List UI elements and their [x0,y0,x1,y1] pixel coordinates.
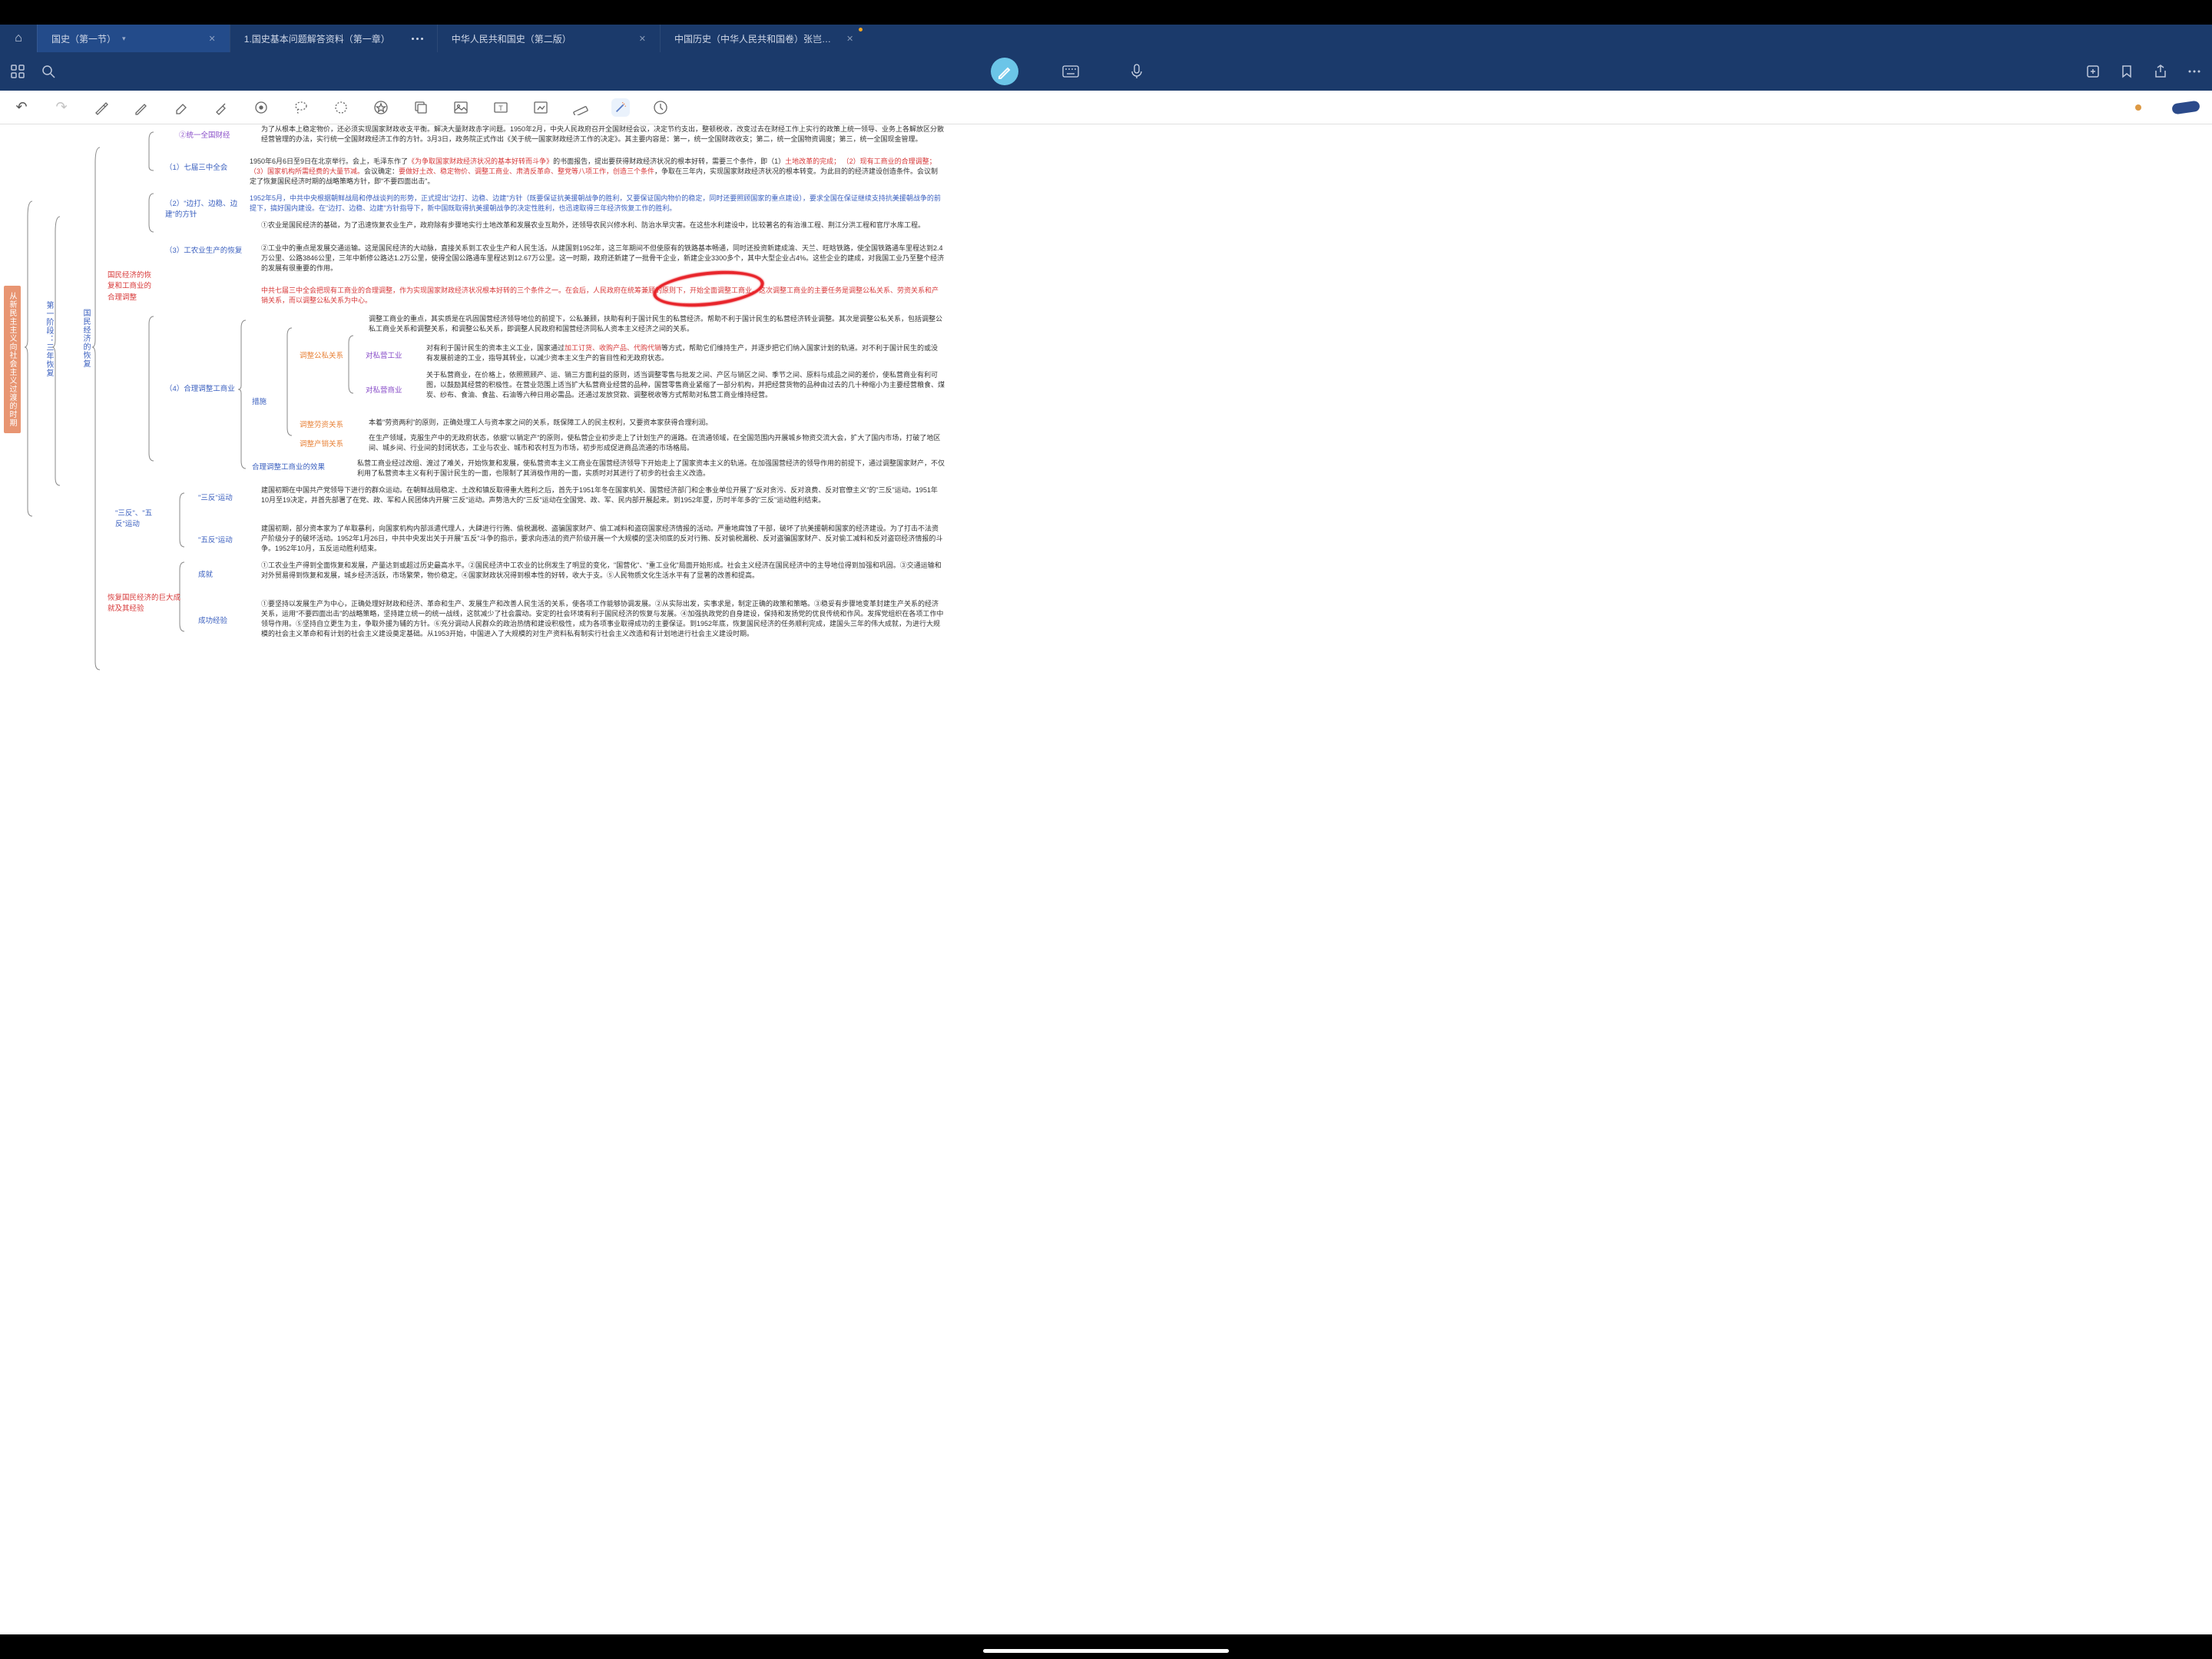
node: （4）合理调整工商业 [165,384,235,395]
node: 措施 [252,397,267,408]
grid-icon[interactable] [9,63,26,80]
shape-icon[interactable] [252,98,270,117]
text: ②工业中的重点是发展交通运输。这是国民经济的大动脉，直接关系到工农业生产和人民生… [261,243,945,273]
stage-label: 第一阶段：三年恢复 [38,301,54,377]
node: 国民经济的恢复和工商业的合理调整 [108,270,154,303]
tab-1[interactable]: 国史（第一节） ▾ ✕ [37,25,230,52]
magic-icon[interactable] [611,98,630,117]
text: 本着"劳资两利"的原则，正确处理工人与资本家之间的关系，既保障工人的民主权利，又… [369,418,945,428]
document-content[interactable]: 从新民主主义向社会主义过渡的时期 第一阶段：三年恢复 国民经济的恢复 [0,124,2212,1634]
text: 建国初期，部分资本家为了牟取暴利，向国家机构内部派遣代理人，大肆进行行贿、偷税漏… [261,524,945,554]
pencil-icon[interactable] [132,98,151,117]
text: 在生产领域，克服生产中的无政府状态，依据"以销定产"的原则，使私营企业初步走上了… [369,433,945,453]
app-frame: ⌂ 国史（第一节） ▾ ✕ 1.国史基本问题解答资料（第一章） 中华人民共和国史… [0,25,2212,1634]
close-icon[interactable]: ✕ [639,34,646,44]
action-center [63,58,2078,85]
node: 调整劳资关系 [300,420,343,431]
chapter-tab: 从新民主主义向社会主义过渡的时期 [4,286,21,433]
node: 合理调整工商业的效果 [252,462,325,473]
share-icon[interactable] [2152,63,2169,80]
action-bar [0,52,2212,91]
text: 1950年6月6日至9日在北京举行。会上，毛泽东作了《为争取国家财政经济状况的基… [250,157,945,187]
node: 调整公私关系 [300,351,343,362]
tab-label: 1.国史基本问题解答资料（第一章） [244,32,390,45]
letterbox-bottom [0,1634,2212,1659]
node: 成功经验 [198,616,227,627]
image-icon[interactable] [452,98,470,117]
home-indicator[interactable] [983,1649,1229,1653]
node: 恢复国民经济的巨大成就及其经验 [108,593,184,615]
more-icon[interactable] [2186,63,2203,80]
node: ②统一全国财经 [179,131,230,141]
tab-2[interactable]: 1.国史基本问题解答资料（第一章） [230,25,437,52]
pen-icon[interactable] [92,98,111,117]
tab-3[interactable]: 中华人民共和国史（第二版） ✕ [437,25,660,52]
letterbox-top [0,0,2212,25]
svg-text:T: T [498,104,503,112]
node: （3）工农业生产的恢复 [165,246,242,257]
keyboard-icon[interactable] [1057,58,1084,85]
star-icon[interactable] [372,98,390,117]
tab-4[interactable]: 中国历史（中华人民共和国卷）张岂… ✕ [660,25,867,52]
mic-icon[interactable] [1123,58,1151,85]
loading-icon [412,38,423,40]
node: 对私营商业 [366,386,402,396]
text: 为了从根本上稳定物价，还必须实现国家财政收支平衡。解决大量财政赤字问题。1950… [261,124,945,144]
action-right [2085,63,2203,80]
toolbar-right [2135,102,2200,113]
color-swatch[interactable] [2135,104,2141,111]
chevron-down-icon[interactable]: ▾ [122,35,126,43]
text: 对有利于国计民生的资本主义工业，国家通过加工订货、收购产品、代购代销等方式，帮助… [426,343,945,363]
lasso-select-icon[interactable] [332,98,350,117]
node: 调整产销关系 [300,439,343,450]
node: 对私营工业 [366,351,402,362]
eraser-icon[interactable] [172,98,190,117]
ruler-icon[interactable] [571,98,590,117]
text: 关于私营商业，在价格上，依照照顾产、运、销三方面利益的原则，适当调整零售与批发之… [426,370,945,400]
text: 私营工商业经过改组、渡过了难关，开始恢复和发展，使私营资本主义工商业在国营经济领… [357,459,945,478]
text: 1952年5月，中共中央根据朝鲜战局和停战谈判的形势，正式提出"边打、边稳、边建… [250,194,945,214]
pen-toolbar: ↶ ↷ T [0,91,2212,124]
node: （2）"边打、边稳、边建"的方针 [165,199,238,221]
text: 中共七届三中全会把现有工商业的合理调整，作为实现国家财政经济状况根本好转的三个条… [261,286,945,306]
search-icon[interactable] [40,63,57,80]
textbox-icon[interactable]: T [492,98,510,117]
node: "五反"运动 [198,535,233,546]
substage-label: 国民经济的恢复 [77,309,91,368]
text: ①农业是国民经济的基础，为了迅速恢复农业生产，政府除有步骤地实行土地改革和发展农… [261,220,945,230]
text: 调整工商业的重点，其实质是在巩固国营经济领导地位的前提下，公私兼顾，扶助有利于国… [369,314,945,334]
redo-icon[interactable]: ↷ [52,98,71,117]
tab-label: 中华人民共和国史（第二版） [452,32,571,45]
add-page-icon[interactable] [2085,63,2101,80]
action-left [9,63,57,80]
stroke-preview[interactable] [2171,100,2200,114]
node: 成就 [198,570,213,581]
text: ①工农业生产得到全面恢复和发展，产量达到或超过历史最高水平。②国民经济中工农业的… [261,561,945,581]
node: "三反"、"五反"运动 [115,508,169,531]
pen-mode-icon[interactable] [991,58,1018,85]
bookmark-icon[interactable] [2118,63,2135,80]
tab-label: 国史（第一节） [51,32,116,45]
text: ①要坚持以发展生产为中心，正确处理好财政和经济、革命和生产、发展生产和改善人民生… [261,599,945,639]
tab-bar: ⌂ 国史（第一节） ▾ ✕ 1.国史基本问题解答资料（第一章） 中华人民共和国史… [0,25,2212,52]
memo-icon[interactable] [412,98,430,117]
node: （1）七届三中全会 [165,163,227,174]
close-icon[interactable]: ✕ [209,34,216,44]
photo-icon[interactable] [531,98,550,117]
text: 建国初期在中国共产党领导下进行的群众运动。在朝鲜战局稳定、土改和镇反取得重大胜利… [261,485,945,505]
undo-icon[interactable]: ↶ [12,98,31,117]
lasso-icon[interactable] [292,98,310,117]
tab-label: 中国历史（中华人民共和国卷）张岂… [674,32,831,45]
highlighter-icon[interactable] [212,98,230,117]
home-button[interactable]: ⌂ [0,31,37,45]
unsaved-dot-icon [859,28,863,31]
close-icon[interactable]: ✕ [846,34,853,44]
node: "三反"运动 [198,493,233,504]
clock-icon[interactable] [651,98,670,117]
